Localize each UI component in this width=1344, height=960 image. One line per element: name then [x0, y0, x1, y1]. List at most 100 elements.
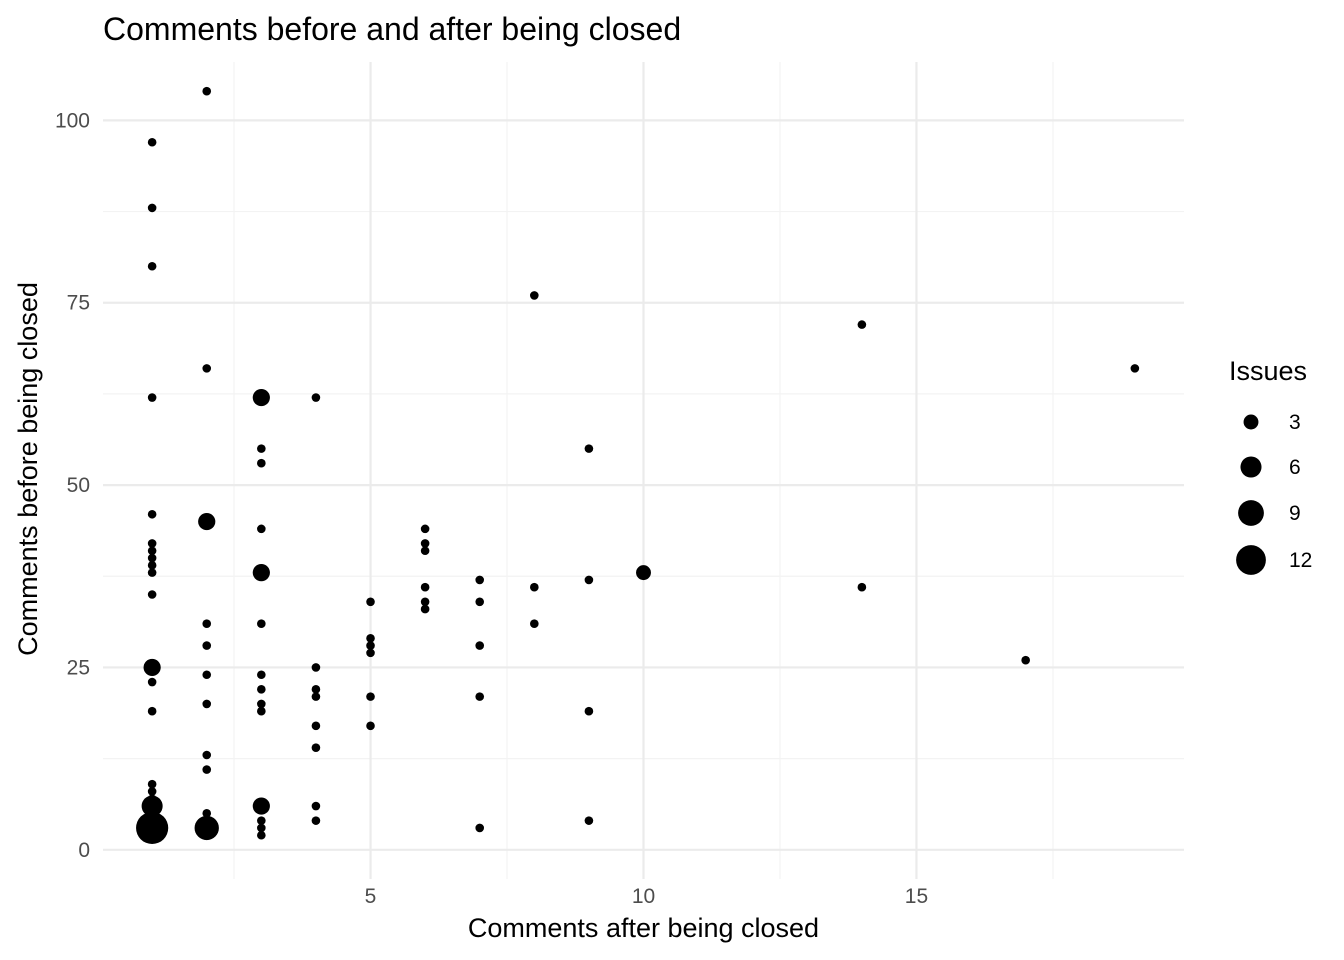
data-point [475, 692, 485, 701]
data-point [136, 811, 169, 845]
data-point [202, 86, 212, 96]
data-point [147, 590, 157, 599]
data-point [257, 706, 266, 716]
data-point [257, 685, 266, 694]
data-point [420, 604, 430, 614]
data-point [257, 458, 266, 468]
gridlines [103, 62, 1184, 879]
data-point [198, 512, 216, 531]
data-point [202, 765, 212, 774]
legend-label: 12 [1289, 549, 1312, 572]
x-tick-label: 10 [632, 885, 655, 908]
data-point [857, 320, 867, 329]
data-point [584, 575, 594, 585]
data-point [366, 721, 375, 731]
data-point [147, 568, 157, 577]
legend-key [1240, 456, 1262, 478]
x-axis-ticks: 5 10 15 [365, 885, 928, 908]
data-point [147, 706, 157, 716]
y-tick-label: 100 [55, 109, 90, 132]
data-point [420, 597, 430, 607]
data-point [141, 795, 163, 817]
data-point [530, 619, 539, 628]
data-point [530, 291, 539, 300]
size-legend: Issues 3 6 9 12 [1229, 356, 1312, 575]
data-point [636, 565, 651, 581]
data-point [475, 597, 485, 607]
data-point [366, 641, 375, 650]
data-point [366, 692, 375, 701]
data-point [366, 648, 375, 658]
data-point [366, 597, 375, 607]
data-point [257, 830, 266, 840]
data-point [257, 444, 266, 453]
data-point [147, 539, 157, 548]
data-point [420, 539, 430, 548]
data-point [147, 787, 157, 796]
y-tick-label: 0 [78, 839, 90, 862]
data-point [257, 816, 266, 825]
data-point [584, 706, 594, 716]
legend-label: 3 [1289, 411, 1301, 434]
legend-title: Issues [1229, 356, 1307, 386]
data-point [147, 561, 157, 570]
data-point [257, 524, 266, 534]
data-point [311, 393, 321, 402]
data-point [147, 677, 157, 687]
y-tick-label: 75 [67, 292, 90, 315]
data-point [311, 685, 321, 694]
data-point [475, 575, 485, 585]
data-point [311, 801, 321, 811]
data-point [202, 750, 212, 760]
data-point [257, 619, 266, 628]
data-point [194, 815, 219, 841]
data-point [147, 553, 157, 563]
data-point [475, 823, 485, 833]
data-point [147, 509, 157, 519]
data-point [147, 393, 157, 402]
y-tick-label: 25 [67, 656, 90, 679]
legend-label: 9 [1289, 502, 1301, 525]
data-point [202, 699, 212, 709]
x-tick-label: 15 [905, 885, 928, 908]
data-point [311, 743, 321, 752]
data-point [311, 663, 321, 672]
data-point [420, 582, 430, 592]
data-point [257, 699, 266, 709]
legend-label: 6 [1289, 456, 1301, 479]
data-point [1130, 364, 1140, 373]
data-point [420, 546, 430, 556]
data-point [202, 670, 212, 680]
data-point [252, 564, 270, 582]
y-tick-label: 50 [67, 474, 90, 497]
data-point [311, 816, 321, 825]
data-points [136, 86, 1140, 845]
chart-title: Comments before and after being closed [103, 11, 681, 47]
data-point [530, 582, 539, 592]
data-point [252, 797, 270, 815]
data-point [311, 692, 321, 701]
data-point [252, 388, 270, 407]
data-point [202, 364, 212, 373]
y-axis-title: Comments before being closed [13, 282, 43, 656]
data-point [584, 444, 594, 453]
data-point [147, 794, 157, 804]
data-point [202, 619, 212, 628]
data-point [1021, 655, 1030, 665]
legend-key [1236, 545, 1266, 575]
data-point [202, 809, 212, 818]
x-tick-label: 5 [365, 885, 377, 908]
data-point [147, 779, 157, 789]
data-point [147, 261, 157, 271]
data-point [584, 816, 594, 825]
y-axis-ticks: 0 25 50 75 100 [55, 109, 90, 861]
data-point [475, 641, 485, 650]
legend-key [1243, 414, 1259, 430]
data-point [147, 137, 157, 147]
data-point [147, 546, 157, 556]
data-point [366, 633, 375, 643]
data-point [143, 658, 161, 677]
data-point [147, 203, 157, 213]
data-point [420, 524, 430, 534]
